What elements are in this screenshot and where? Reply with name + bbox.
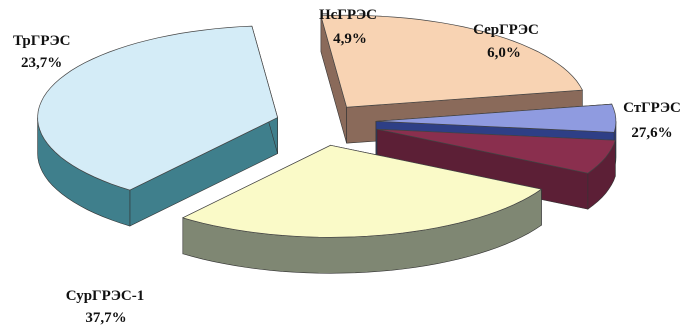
slice-top-nsgres: [375, 103, 617, 133]
label-stgres-name: СтГРЭС: [623, 100, 681, 116]
label-trgres-name: ТрГРЭС: [13, 33, 71, 49]
slice-top-surgres: [37, 25, 279, 191]
label-surgres-name: СурГРЭС-1: [66, 288, 145, 304]
label-nsgres-percent: 4,9%: [333, 31, 367, 47]
label-nsgres-name: НсГРЭС: [319, 7, 377, 23]
label-stgres-percent: 27,6%: [631, 125, 672, 141]
slice-tops: [37, 14, 617, 238]
label-sergres-name: СерГРЭС: [473, 22, 539, 38]
slice-top-trgres: [320, 14, 583, 108]
label-trgres-percent: 23,7%: [21, 55, 62, 71]
slice-top-stgres: [181, 144, 543, 238]
label-sergres-percent: 6,0%: [487, 45, 521, 61]
slice-top-sergres: [377, 128, 616, 174]
label-surgres-percent: 37,7%: [85, 310, 126, 326]
